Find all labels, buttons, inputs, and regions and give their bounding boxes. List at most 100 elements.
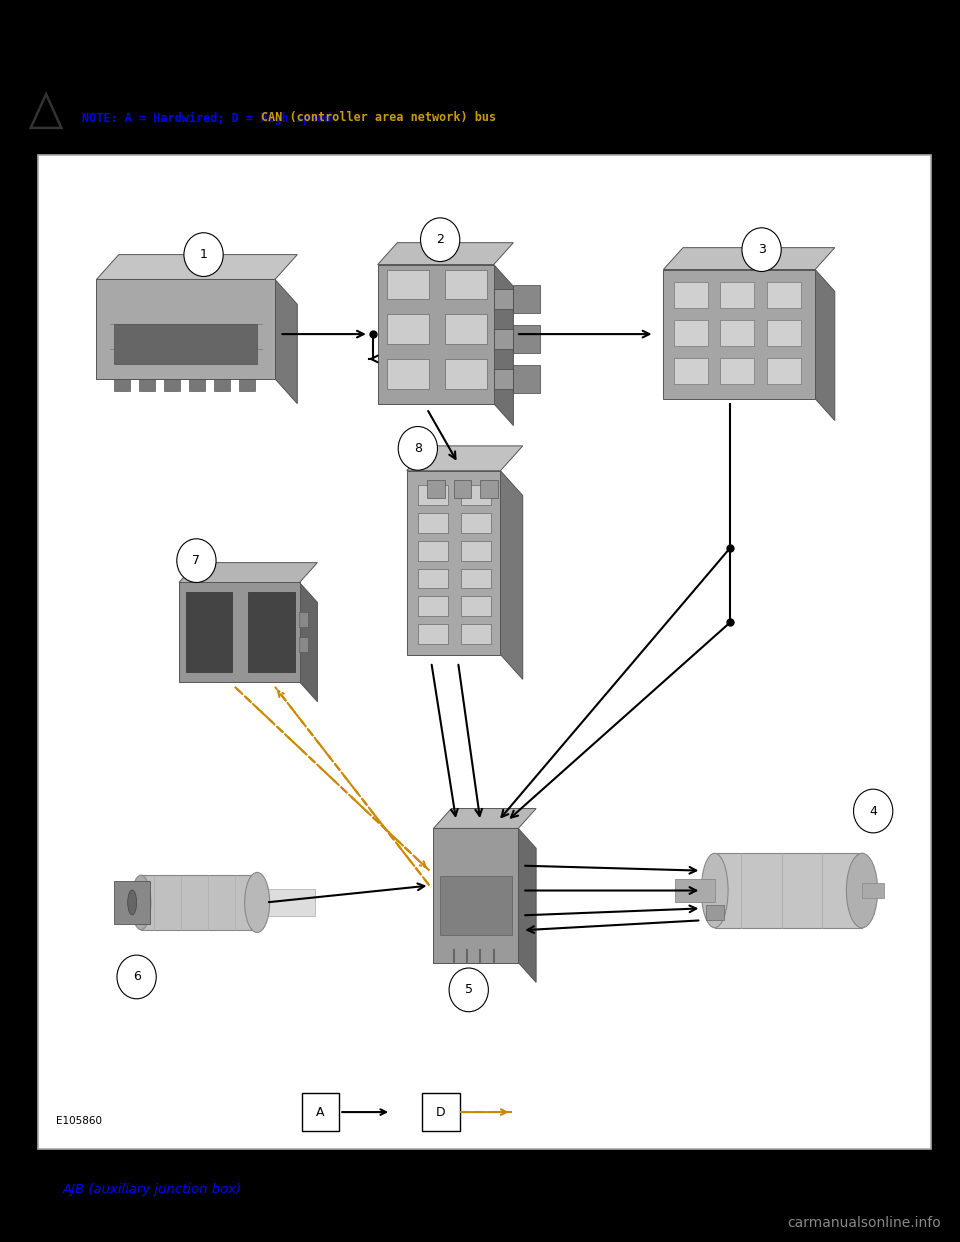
Bar bbox=[387, 314, 429, 344]
Bar bbox=[461, 486, 492, 505]
Polygon shape bbox=[815, 270, 835, 421]
Polygon shape bbox=[407, 446, 523, 471]
Text: CAN (controller area network) bus: CAN (controller area network) bus bbox=[261, 112, 496, 124]
Bar bbox=[427, 481, 444, 498]
Polygon shape bbox=[663, 247, 835, 270]
Bar bbox=[514, 286, 540, 313]
Bar bbox=[301, 1093, 339, 1131]
Bar bbox=[721, 320, 755, 347]
Bar bbox=[674, 282, 708, 308]
Bar bbox=[300, 612, 308, 627]
Text: 5: 5 bbox=[465, 984, 472, 996]
Bar bbox=[114, 324, 257, 364]
Bar bbox=[663, 270, 815, 399]
Bar bbox=[300, 637, 308, 652]
Text: 8: 8 bbox=[414, 442, 421, 455]
Text: 3: 3 bbox=[757, 243, 765, 256]
Bar bbox=[674, 320, 708, 347]
Polygon shape bbox=[493, 265, 514, 426]
Text: carmanualsonline.info: carmanualsonline.info bbox=[787, 1216, 941, 1230]
Ellipse shape bbox=[847, 853, 877, 928]
Text: 1: 1 bbox=[200, 248, 207, 261]
Bar bbox=[514, 325, 540, 353]
Bar bbox=[114, 379, 131, 391]
Polygon shape bbox=[500, 471, 523, 679]
Bar bbox=[453, 481, 471, 498]
Polygon shape bbox=[434, 809, 536, 828]
Bar bbox=[266, 888, 315, 917]
Bar bbox=[418, 596, 448, 616]
Bar bbox=[387, 270, 429, 299]
Bar bbox=[461, 569, 492, 589]
Bar bbox=[493, 329, 514, 349]
Bar bbox=[706, 905, 724, 920]
Bar bbox=[387, 359, 429, 389]
Bar bbox=[407, 471, 500, 655]
Polygon shape bbox=[275, 279, 298, 404]
Bar bbox=[461, 540, 492, 560]
Polygon shape bbox=[300, 582, 318, 702]
Bar bbox=[444, 314, 488, 344]
Bar bbox=[862, 883, 884, 898]
Text: 4: 4 bbox=[869, 805, 877, 817]
Text: D: D bbox=[436, 1105, 445, 1119]
Circle shape bbox=[742, 227, 781, 272]
Bar bbox=[714, 853, 862, 928]
Bar bbox=[418, 486, 448, 505]
Text: 7: 7 bbox=[192, 554, 201, 568]
Polygon shape bbox=[96, 255, 298, 279]
Bar bbox=[418, 569, 448, 589]
Bar bbox=[179, 582, 300, 682]
Bar bbox=[514, 365, 540, 392]
Bar bbox=[418, 625, 448, 645]
Text: E105860: E105860 bbox=[57, 1117, 103, 1126]
Ellipse shape bbox=[245, 872, 270, 933]
Bar bbox=[461, 625, 492, 645]
Text: NOTE: A = Hardwired; D = High speed: NOTE: A = Hardwired; D = High speed bbox=[82, 112, 338, 124]
Bar bbox=[444, 270, 488, 299]
Bar bbox=[38, 155, 931, 1149]
Bar bbox=[422, 1093, 460, 1131]
Bar bbox=[444, 359, 488, 389]
Text: 6: 6 bbox=[132, 970, 140, 984]
Bar bbox=[139, 379, 156, 391]
Bar bbox=[767, 320, 801, 347]
Bar bbox=[189, 379, 205, 391]
Circle shape bbox=[117, 955, 156, 999]
Circle shape bbox=[449, 968, 489, 1012]
Ellipse shape bbox=[702, 853, 728, 928]
Bar bbox=[418, 540, 448, 560]
Polygon shape bbox=[179, 563, 318, 582]
Bar bbox=[480, 481, 498, 498]
Circle shape bbox=[853, 789, 893, 833]
Circle shape bbox=[398, 426, 438, 471]
Text: AJB (auxiliary junction box): AJB (auxiliary junction box) bbox=[62, 1184, 242, 1196]
Polygon shape bbox=[377, 242, 514, 265]
Bar bbox=[377, 265, 493, 404]
Bar bbox=[461, 513, 492, 533]
Bar bbox=[185, 592, 232, 672]
Circle shape bbox=[184, 232, 224, 277]
Bar bbox=[141, 876, 257, 930]
Bar bbox=[164, 379, 180, 391]
Ellipse shape bbox=[128, 891, 136, 915]
Bar bbox=[493, 289, 514, 309]
Bar bbox=[114, 881, 150, 924]
Bar bbox=[214, 379, 230, 391]
Bar bbox=[674, 358, 708, 384]
Bar bbox=[249, 592, 295, 672]
Bar bbox=[767, 358, 801, 384]
Bar bbox=[461, 596, 492, 616]
Circle shape bbox=[177, 539, 216, 582]
Bar bbox=[721, 282, 755, 308]
Bar bbox=[767, 282, 801, 308]
Text: 2: 2 bbox=[436, 233, 444, 246]
Circle shape bbox=[420, 217, 460, 262]
Bar bbox=[440, 876, 512, 935]
Polygon shape bbox=[518, 828, 536, 982]
Bar bbox=[493, 369, 514, 389]
Ellipse shape bbox=[132, 876, 151, 930]
Bar bbox=[434, 828, 518, 963]
Bar bbox=[418, 513, 448, 533]
Bar bbox=[239, 379, 255, 391]
